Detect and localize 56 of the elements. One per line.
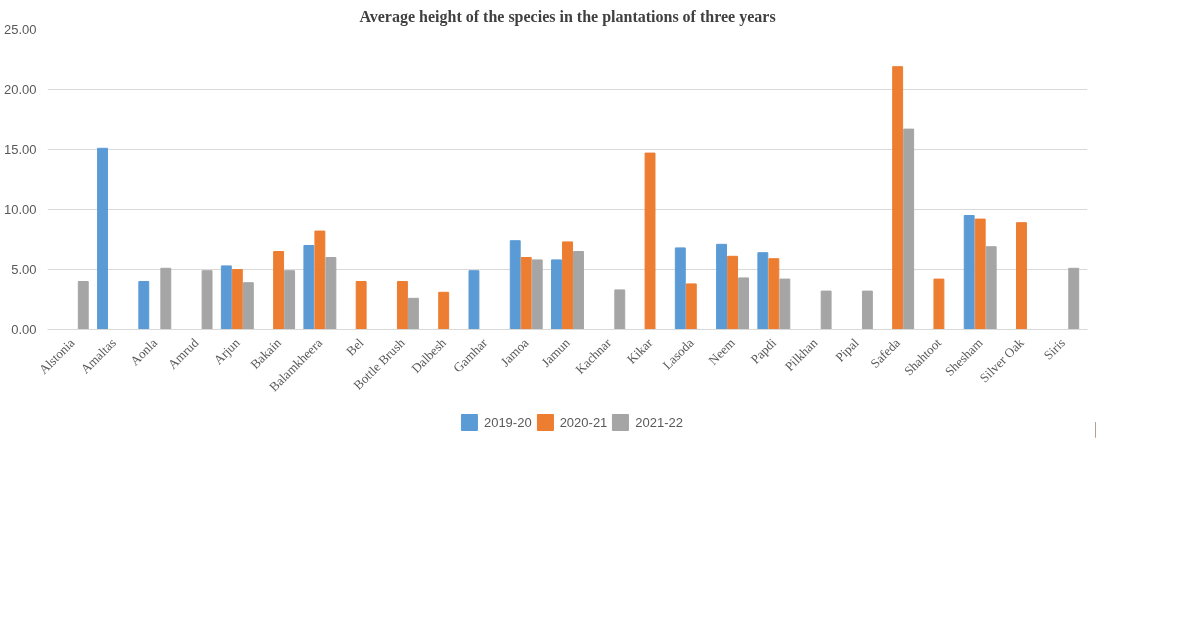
bar bbox=[509, 240, 521, 330]
legend-label: 2019-20 bbox=[483, 414, 532, 430]
bar bbox=[974, 218, 986, 330]
bar bbox=[303, 245, 315, 330]
bar bbox=[355, 281, 367, 330]
bar bbox=[685, 283, 697, 330]
bar bbox=[963, 215, 975, 330]
x-tick-label: Bel bbox=[343, 334, 367, 359]
bar bbox=[1068, 267, 1080, 330]
bar bbox=[231, 269, 243, 330]
y-tick-label: 5.00 bbox=[11, 262, 37, 277]
bar bbox=[644, 152, 656, 330]
bar bbox=[573, 251, 584, 330]
bar bbox=[674, 247, 686, 330]
chart-title: Average height of the species in the plantations of three years bbox=[359, 7, 776, 26]
bar bbox=[242, 282, 254, 330]
bar bbox=[903, 128, 915, 330]
bar bbox=[892, 66, 904, 330]
bar bbox=[727, 255, 739, 330]
bar bbox=[77, 281, 89, 330]
bar bbox=[779, 278, 791, 330]
bar bbox=[220, 265, 232, 330]
bar bbox=[273, 251, 285, 330]
bar bbox=[97, 147, 108, 330]
bar bbox=[396, 281, 408, 330]
bar bbox=[531, 259, 543, 330]
y-tick-label: 0.00 bbox=[11, 322, 37, 337]
bar bbox=[314, 230, 326, 330]
bar bbox=[1016, 222, 1027, 330]
bar bbox=[933, 278, 945, 330]
bar bbox=[325, 257, 337, 330]
bar bbox=[201, 270, 213, 330]
bar bbox=[160, 267, 172, 330]
y-tick-label: 10.00 bbox=[3, 202, 37, 217]
bar bbox=[768, 258, 780, 330]
legend-label: 2021-22 bbox=[635, 414, 684, 430]
bar bbox=[614, 289, 626, 330]
legend-label: 2020-21 bbox=[559, 414, 608, 430]
bar bbox=[551, 259, 562, 330]
bar bbox=[820, 290, 832, 330]
y-tick-label: 20.00 bbox=[3, 82, 37, 97]
bar bbox=[520, 257, 532, 330]
y-tick-label: 15.00 bbox=[3, 142, 37, 157]
y-tick-label: 25.00 bbox=[3, 22, 37, 37]
bar bbox=[985, 246, 997, 330]
bar bbox=[861, 290, 873, 330]
bar bbox=[562, 241, 573, 330]
bar bbox=[468, 270, 480, 330]
bar bbox=[284, 270, 296, 330]
bar bbox=[716, 243, 728, 330]
bar bbox=[757, 252, 769, 330]
bar bbox=[138, 281, 150, 330]
bar bbox=[738, 277, 750, 330]
bar bbox=[438, 291, 450, 330]
x-tick-label: Siris bbox=[1040, 335, 1069, 363]
bar bbox=[407, 297, 419, 330]
